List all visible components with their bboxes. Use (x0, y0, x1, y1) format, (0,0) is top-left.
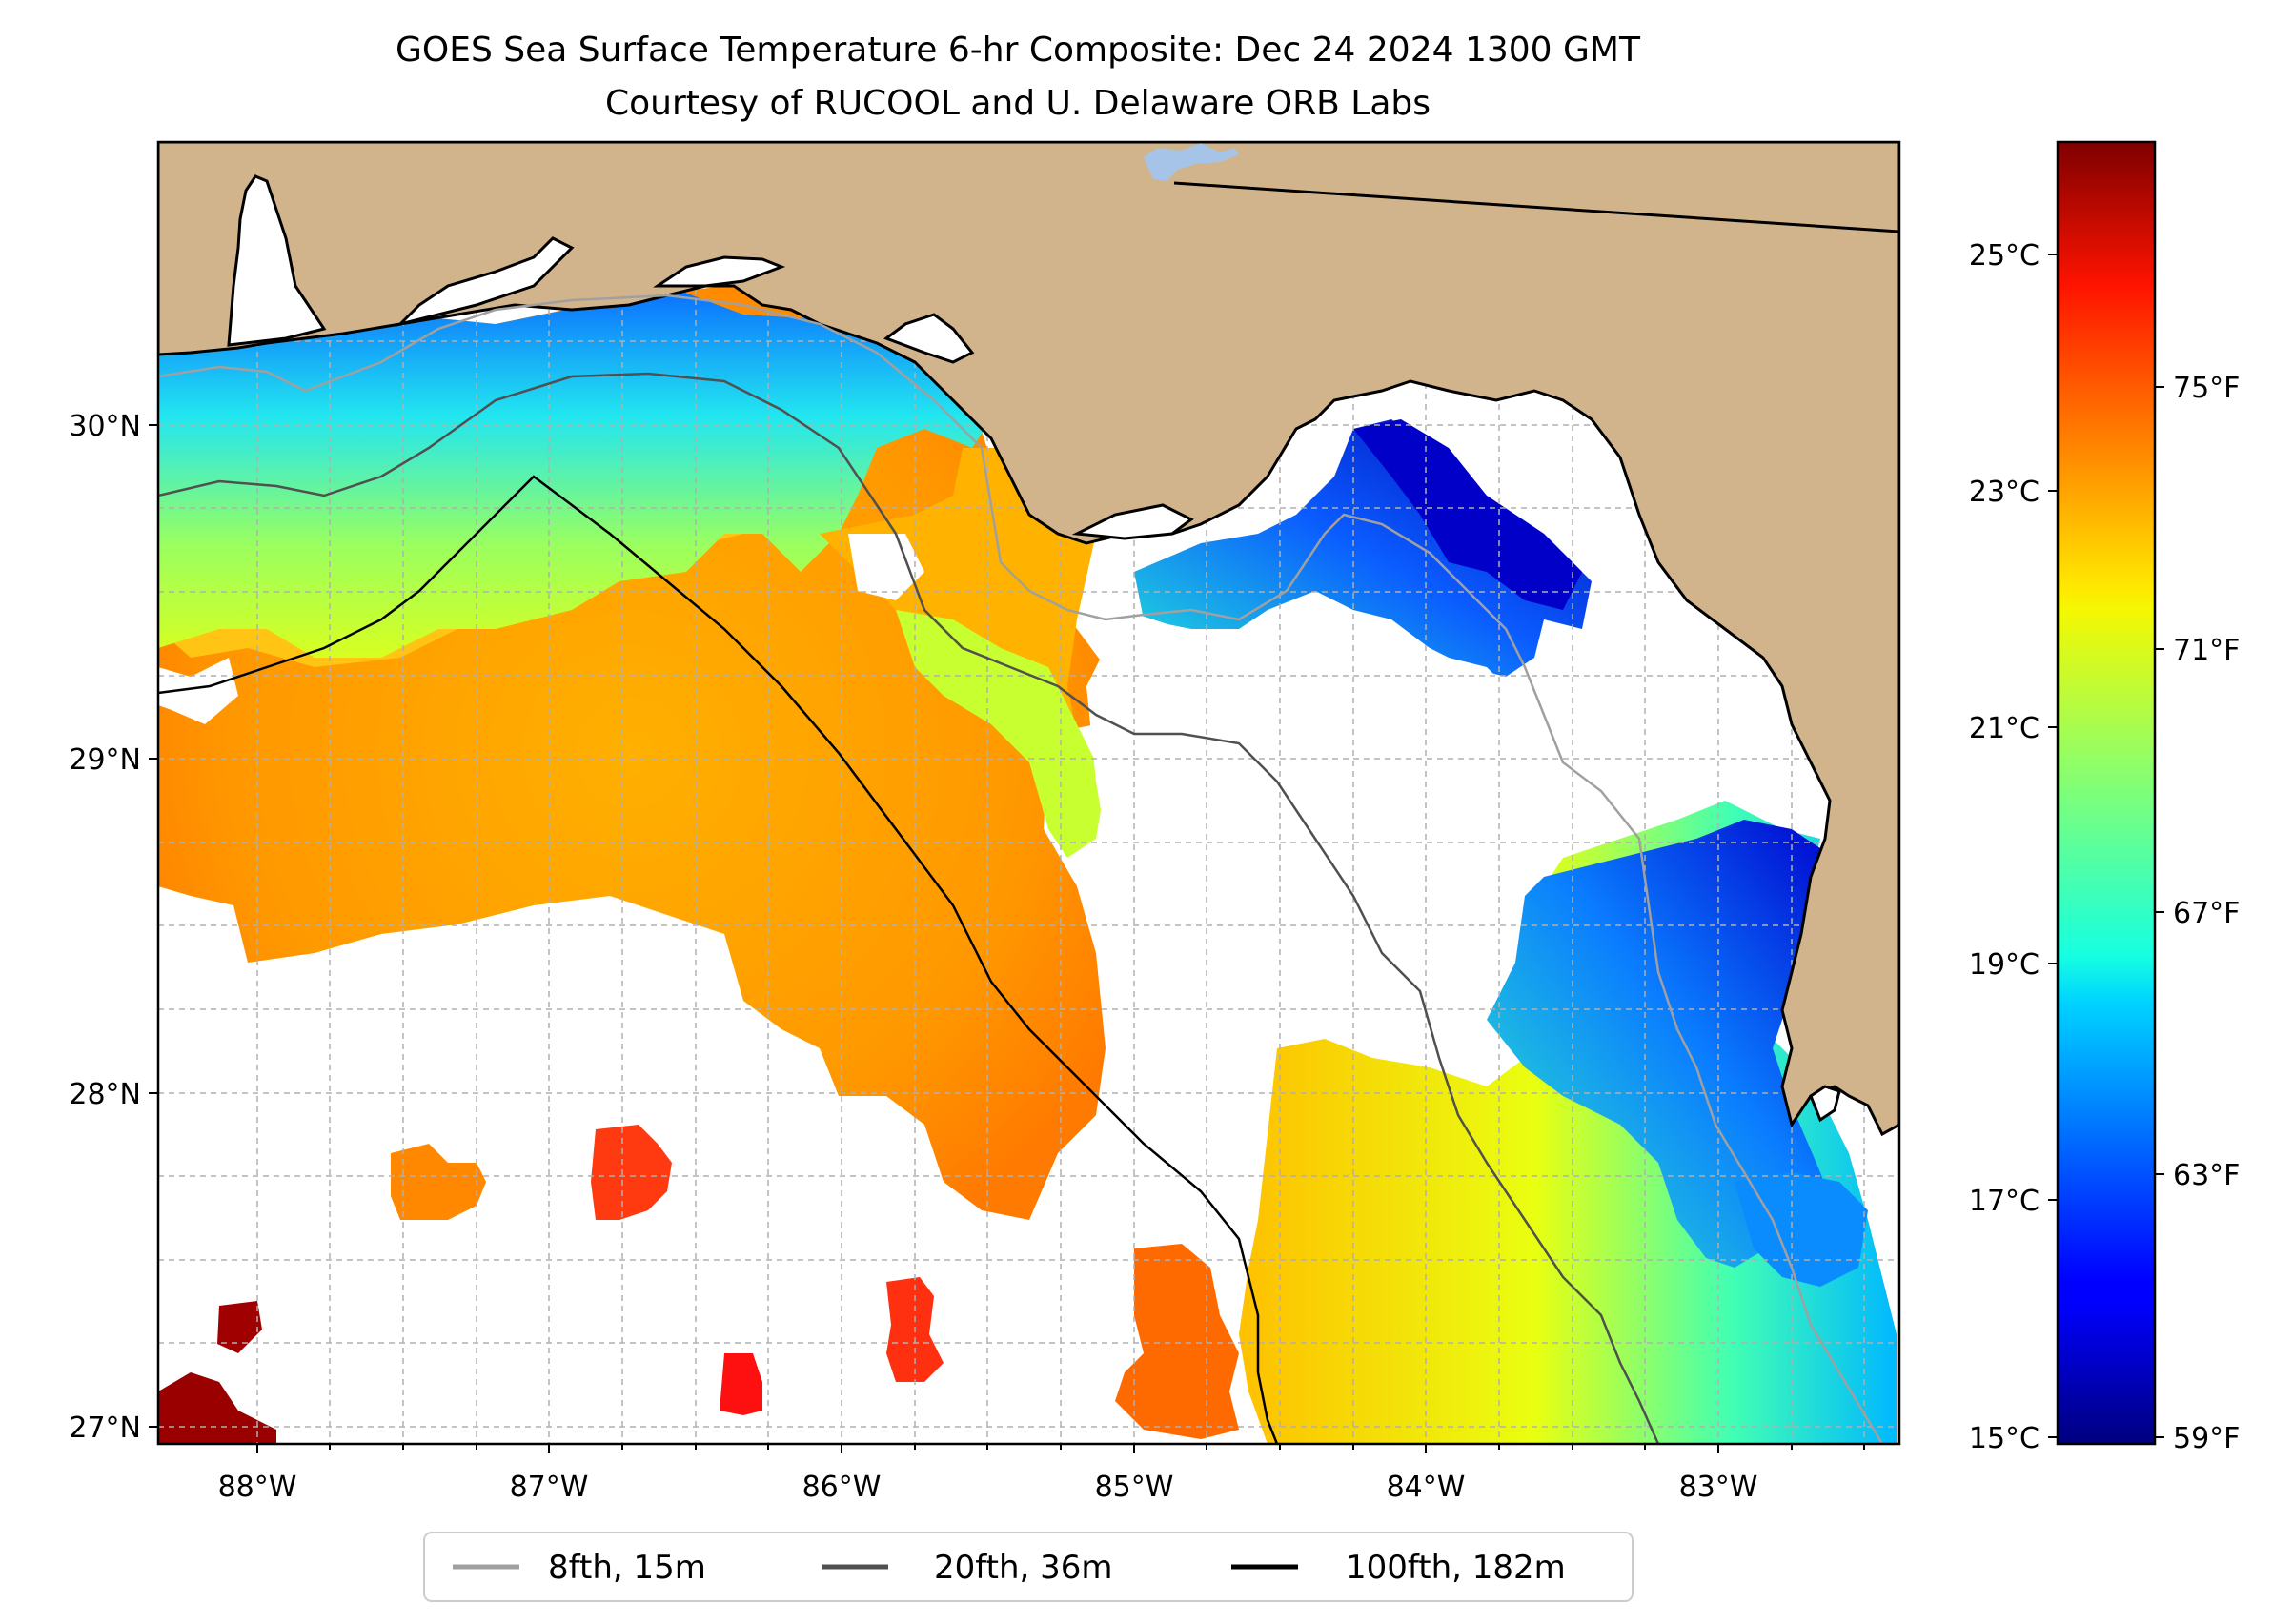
colorbar-fahrenheit-labels: 75°F 71°F 67°F 63°F 59°F (2173, 372, 2240, 1455)
legend-box (423, 1532, 1634, 1602)
sst-tampa-bay-cold (1735, 1172, 1868, 1287)
cloud-gap-shelf (1086, 610, 1544, 1039)
sst-patch-south-central (1115, 1244, 1239, 1439)
celsius-tick-label: 19°C (1969, 948, 2039, 982)
sst-nearshore-band (158, 286, 991, 658)
sst-east-coastal-cold (1487, 820, 1839, 1268)
choctawhatchee-bay (653, 255, 786, 288)
pensacola-bay (396, 236, 575, 327)
celsius-tick-label: 15°C (1969, 1422, 2039, 1455)
contour-20fth-36m (158, 372, 1660, 1444)
tampa-bay (1809, 1085, 1841, 1123)
lon-tick-label: 84°W (1387, 1471, 1466, 1504)
legend-label-100fth: 100fth, 182m (1346, 1549, 1566, 1587)
lon-tick-label: 83°W (1679, 1471, 1758, 1504)
lake-seminole (1144, 143, 1239, 181)
state-boundary (1173, 181, 1899, 233)
lat-tick-label: 29°N (69, 743, 141, 777)
axis-ticks (149, 424, 1865, 1453)
celsius-tick-label: 21°C (1969, 712, 2039, 745)
sst-patch-warmest-2 (217, 1301, 262, 1353)
lon-tick-labels: 88°W 87°W 86°W 85°W 84°W 83°W (218, 1471, 1758, 1504)
contour-8fth-15m (158, 294, 1884, 1444)
fahrenheit-tick-label: 59°F (2173, 1422, 2240, 1455)
celsius-tick-label: 17°C (1969, 1185, 2039, 1218)
mobile-bay (227, 174, 327, 347)
map-title: GOES Sea Surface Temperature 6-hr Compos… (396, 30, 1641, 70)
celsius-tick-label: 23°C (1969, 476, 2039, 509)
cloud-gap (158, 658, 238, 724)
land-coastline (158, 142, 1899, 1137)
colorbar-ticks (2048, 254, 2164, 1438)
fahrenheit-tick-label: 75°F (2173, 372, 2240, 405)
lat-tick-labels: 30°N 29°N 28°N 27°N (69, 410, 141, 1445)
lat-tick-label: 28°N (69, 1078, 141, 1111)
lon-tick-label: 88°W (218, 1471, 297, 1504)
st-andrew-bay (883, 313, 975, 364)
fahrenheit-tick-label: 63°F (2173, 1159, 2240, 1192)
legend: 8fth, 15m 20fth, 36m 100fth, 182m (423, 1532, 1634, 1602)
colorbar: 25°C 23°C 21°C 19°C 17°C 15°C 75°F 71°F … (1969, 140, 2240, 1455)
map-frame (156, 140, 1901, 1446)
fahrenheit-tick-label: 71°F (2173, 634, 2240, 667)
apalachicola-bay (1071, 503, 1194, 540)
lon-tick-label: 87°W (510, 1471, 589, 1504)
map-subtitle: Courtesy of RUCOOL and U. Delaware ORB L… (605, 84, 1431, 123)
sst-apalachee-coldest (1353, 419, 1582, 610)
lon-tick-label: 86°W (802, 1471, 882, 1504)
sst-patch-southwest-1 (391, 1144, 486, 1220)
sst-field (158, 286, 1897, 1444)
sst-patch-southwest-2 (591, 1125, 672, 1220)
lat-tick-label: 30°N (69, 410, 141, 443)
lat-tick-label: 27°N (69, 1411, 141, 1445)
contour-100fth-182m (158, 475, 1279, 1444)
celsius-tick-label: 25°C (1969, 239, 2039, 273)
legend-label-8fth: 8fth, 15m (548, 1549, 706, 1587)
sst-big-bend-cold (1134, 419, 1592, 677)
legend-label-20fth: 20fth, 36m (934, 1549, 1113, 1587)
map-panel (158, 142, 1899, 1444)
colorbar-frame (2056, 140, 2157, 1446)
colorbar-celsius-labels: 25°C 23°C 21°C 19°C 17°C 15°C (1969, 239, 2039, 1455)
sst-green-shelf (896, 610, 1106, 858)
cloud-gap (848, 534, 924, 600)
sst-patch-south-2 (720, 1353, 762, 1415)
lon-tick-label: 85°W (1095, 1471, 1174, 1504)
fahrenheit-tick-label: 67°F (2173, 897, 2240, 930)
colorbar-gradient (2058, 142, 2155, 1444)
